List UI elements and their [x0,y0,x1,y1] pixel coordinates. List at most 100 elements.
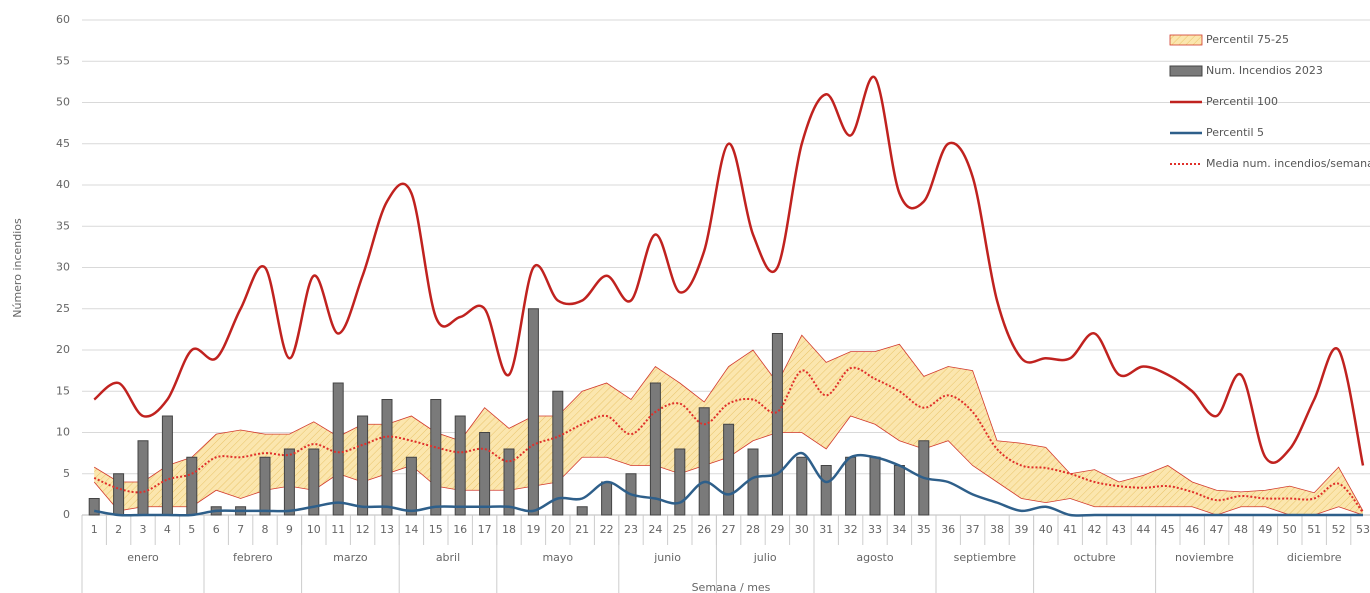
month-label: abril [436,551,460,564]
bar [161,415,173,516]
x-tick-label: 18 [502,523,516,536]
x-tick-label: 53 [1356,523,1370,536]
bar [430,399,442,516]
bar [186,456,198,516]
y-tick-label: 10 [56,426,70,439]
bar [845,456,857,516]
month-label: septiembre [954,551,1017,564]
legend-label: Num. Incendios 2023 [1206,64,1323,77]
y-tick-label: 60 [56,13,70,26]
x-tick-label: 27 [722,523,736,536]
x-tick-label: 8 [262,523,269,536]
month-label: agosto [856,551,893,564]
x-tick-label: 47 [1210,523,1224,536]
x-tick-label: 13 [380,523,394,536]
month-label: noviembre [1175,551,1234,564]
legend: Percentil 75-25 Num. Incendios 2023 Percen… [1169,33,1370,170]
x-tick-label: 35 [917,523,931,536]
x-tick-label: 33 [868,523,882,536]
bar [405,456,417,516]
y-tick-label: 30 [56,261,70,274]
x-tick-label: 25 [673,523,687,536]
bar [869,456,881,516]
y-tick-label: 35 [56,219,70,232]
y-tick-label: 25 [56,302,70,315]
month-label: octubre [1074,551,1116,564]
legend-swatch [1169,65,1203,77]
bar [88,498,100,516]
y-tick-label: 45 [56,137,70,150]
x-tick-label: 24 [648,523,662,536]
x-tick-label: 7 [237,523,244,536]
x-tick-label: 42 [1088,523,1102,536]
y-tick-label: 20 [56,343,70,356]
x-tick-label: 29 [770,523,784,536]
x-tick-label: 38 [990,523,1004,536]
x-tick-label: 10 [307,523,321,536]
x-tick-label: 20 [551,523,565,536]
month-label: julio [753,551,777,564]
x-tick-label: 45 [1161,523,1175,536]
x-axis-title: Semana / mes [692,581,771,593]
x-tick-label: 4 [164,523,171,536]
x-tick-label: 39 [1014,523,1028,536]
y-tick-label: 50 [56,96,70,109]
x-tick-label: 16 [453,523,467,536]
x-tick-label: 9 [286,523,293,536]
legend-label: Percentil 100 [1206,95,1278,108]
bar [113,473,125,516]
x-tick-label: 44 [1136,523,1150,536]
bar [283,448,295,516]
x-tick-label: 48 [1234,523,1248,536]
x-tick-label: 11 [331,523,345,536]
y-tick-label: 5 [63,467,70,480]
bar [308,448,320,516]
x-tick-label: 15 [429,523,443,536]
x-tick-label: 12 [356,523,370,536]
bar [893,465,905,516]
x-tick-label: 30 [795,523,809,536]
x-tick-label: 46 [1185,523,1199,536]
x-tick-label: 31 [819,523,833,536]
bar [674,448,686,516]
legend-label: Percentil 5 [1206,126,1264,139]
x-tick-label: 37 [966,523,980,536]
y-tick-label: 0 [63,508,70,521]
y-tick-label: 55 [56,54,70,67]
bar [332,382,344,516]
bar [503,448,515,516]
legend-label: Media num. incendios/semana [1206,157,1370,170]
x-tick-label: 3 [140,523,147,536]
x-tick-label: 50 [1283,523,1297,536]
bar [747,448,759,516]
x-tick-label: 41 [1063,523,1077,536]
line [93,366,1364,514]
bar [698,407,710,516]
y-axis-title: Número incendios [11,218,24,318]
x-tick-label: 19 [526,523,540,536]
bar [259,456,271,516]
bar [137,440,149,516]
line [93,75,1365,466]
x-tick-label: 34 [892,523,906,536]
month-label: enero [127,551,159,564]
bar [796,456,808,516]
x-tick-label: 1 [91,523,98,536]
x-tick-label: 5 [188,523,195,536]
x-tick-label: 23 [624,523,638,536]
legend-label: Percentil 75-25 [1206,33,1289,46]
x-tick-label: 52 [1332,523,1346,536]
bar [820,465,832,516]
legend-swatch [1169,34,1203,46]
x-tick-label: 2 [115,523,122,536]
x-tick-label: 49 [1258,523,1272,536]
bar [357,415,369,516]
x-tick-label: 28 [746,523,760,536]
bar [527,308,539,516]
x-tick-label: 22 [600,523,614,536]
bar [381,399,393,516]
x-tick-label: 51 [1307,523,1321,536]
x-tick-label: 6 [213,523,220,536]
month-label: marzo [333,551,368,564]
